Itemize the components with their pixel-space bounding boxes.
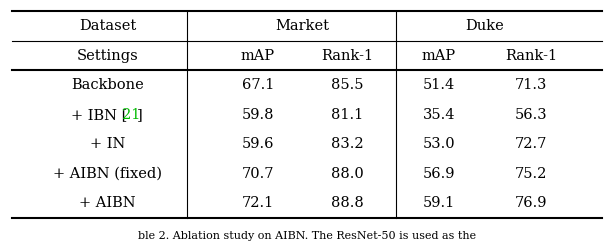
Text: 75.2: 75.2	[515, 167, 547, 181]
Text: mAP: mAP	[241, 49, 275, 62]
Text: 72.7: 72.7	[515, 137, 547, 151]
Text: 59.1: 59.1	[423, 196, 455, 211]
Text: 88.0: 88.0	[330, 167, 363, 181]
Text: Backbone: Backbone	[71, 78, 144, 92]
Text: + IN: + IN	[90, 137, 125, 151]
Text: 59.6: 59.6	[242, 137, 274, 151]
Text: 21: 21	[122, 108, 141, 122]
Text: 56.3: 56.3	[515, 108, 548, 122]
Text: 51.4: 51.4	[423, 78, 455, 92]
Text: mAP: mAP	[422, 49, 456, 62]
Text: Market: Market	[276, 19, 329, 33]
Text: 83.2: 83.2	[330, 137, 363, 151]
Text: 76.9: 76.9	[515, 196, 547, 211]
Text: Dataset: Dataset	[79, 19, 136, 33]
Text: ]: ]	[136, 108, 142, 122]
Text: 59.8: 59.8	[242, 108, 274, 122]
Text: Rank-1: Rank-1	[505, 49, 557, 62]
Text: 72.1: 72.1	[242, 196, 274, 211]
Text: 88.8: 88.8	[330, 196, 363, 211]
Text: 35.4: 35.4	[423, 108, 455, 122]
Text: + AIBN (fixed): + AIBN (fixed)	[53, 167, 162, 181]
Text: 70.7: 70.7	[242, 167, 274, 181]
Text: Settings: Settings	[77, 49, 138, 62]
Text: Duke: Duke	[465, 19, 505, 33]
Text: ble 2. Ablation study on AIBN. The ResNet-50 is used as the: ble 2. Ablation study on AIBN. The ResNe…	[138, 231, 476, 241]
Text: 53.0: 53.0	[422, 137, 456, 151]
Text: 71.3: 71.3	[515, 78, 547, 92]
Text: 81.1: 81.1	[331, 108, 363, 122]
Text: 85.5: 85.5	[331, 78, 363, 92]
Text: Rank-1: Rank-1	[321, 49, 373, 62]
Text: + IBN [: + IBN [	[71, 108, 128, 122]
Text: + AIBN: + AIBN	[79, 196, 136, 211]
Text: 67.1: 67.1	[242, 78, 274, 92]
Text: 56.9: 56.9	[423, 167, 455, 181]
